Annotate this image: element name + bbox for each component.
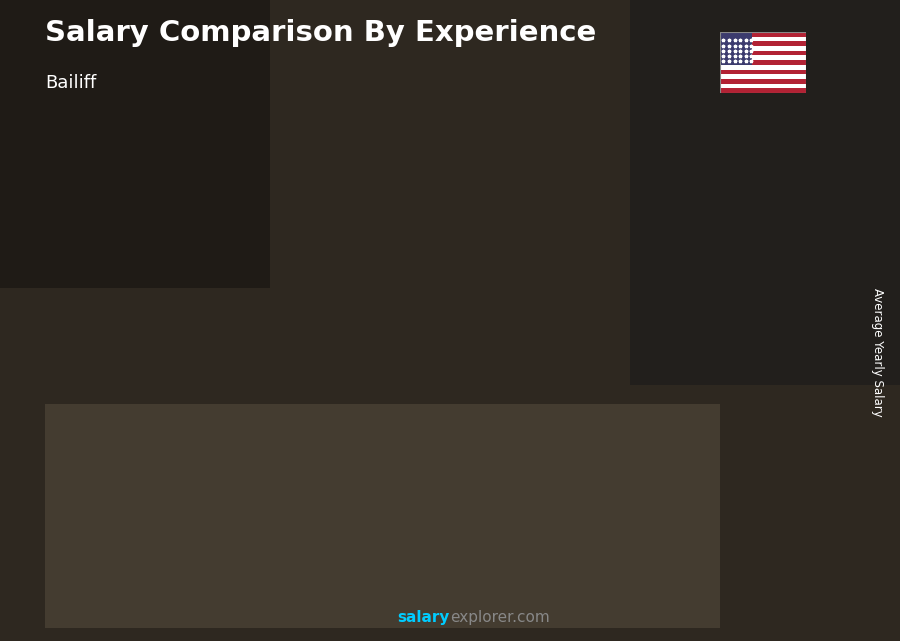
Polygon shape	[452, 287, 547, 300]
Text: 79,700 USD: 79,700 USD	[571, 256, 650, 269]
Bar	[720, 37, 806, 42]
Polygon shape	[331, 344, 418, 570]
Polygon shape	[297, 388, 305, 570]
Text: 73,900 USD: 73,900 USD	[450, 278, 528, 290]
Bar	[720, 60, 806, 65]
Polygon shape	[331, 331, 427, 344]
Bar	[720, 56, 806, 60]
Polygon shape	[694, 257, 781, 570]
Text: +7%: +7%	[657, 210, 706, 229]
Text: 61,900 USD: 61,900 USD	[329, 322, 408, 335]
Bar	[45, 404, 720, 628]
Bar	[720, 74, 806, 79]
Polygon shape	[210, 401, 297, 570]
Bar	[720, 51, 806, 56]
Bar	[720, 88, 806, 93]
Polygon shape	[572, 279, 660, 570]
Polygon shape	[452, 300, 539, 570]
Text: Average Yearly Salary: Average Yearly Salary	[871, 288, 884, 417]
Polygon shape	[572, 266, 669, 279]
Polygon shape	[781, 244, 789, 570]
Polygon shape	[89, 429, 184, 442]
Polygon shape	[89, 442, 176, 570]
Polygon shape	[539, 287, 547, 570]
Text: explorer.com: explorer.com	[450, 610, 550, 625]
Bar	[720, 69, 806, 74]
Bar	[720, 46, 806, 51]
Polygon shape	[210, 388, 305, 401]
Bar	[720, 83, 806, 88]
Text: 35,000 USD: 35,000 USD	[59, 420, 138, 433]
Polygon shape	[176, 429, 184, 570]
Text: 46,300 USD: 46,300 USD	[208, 379, 287, 392]
Polygon shape	[418, 331, 427, 570]
Bar	[630, 0, 900, 385]
Text: +32%: +32%	[167, 347, 230, 367]
Text: +19%: +19%	[410, 256, 473, 276]
Bar	[720, 32, 806, 37]
Bar	[720, 79, 806, 83]
Bar	[720, 65, 806, 69]
Text: Bailiff: Bailiff	[45, 74, 96, 92]
Polygon shape	[694, 244, 789, 257]
Text: +34%: +34%	[290, 296, 353, 315]
Polygon shape	[660, 266, 669, 570]
Bar	[0, 0, 270, 288]
Text: Salary Comparison By Experience: Salary Comparison By Experience	[45, 19, 596, 47]
Text: salary: salary	[398, 610, 450, 625]
Text: 85,500 USD: 85,500 USD	[710, 235, 788, 248]
Bar	[720, 32, 752, 65]
Text: +8%: +8%	[536, 233, 586, 251]
Bar	[720, 42, 806, 46]
